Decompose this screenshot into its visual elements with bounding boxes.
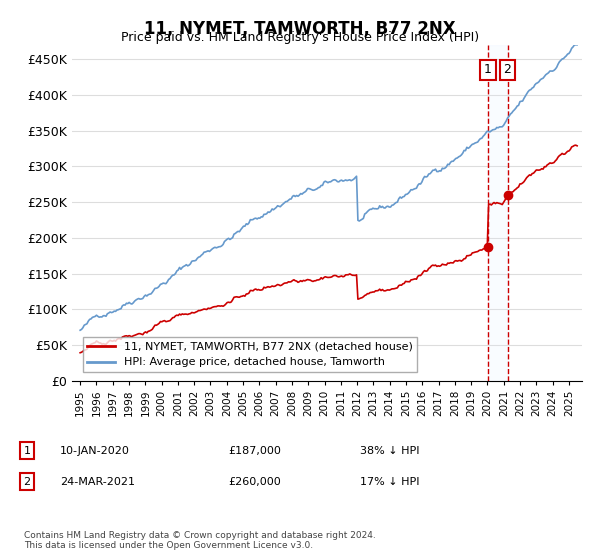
Text: 24-MAR-2021: 24-MAR-2021 (60, 477, 135, 487)
Text: 2: 2 (503, 63, 511, 76)
Text: £187,000: £187,000 (228, 446, 281, 456)
Text: 11, NYMET, TAMWORTH, B77 2NX: 11, NYMET, TAMWORTH, B77 2NX (144, 20, 456, 38)
Text: £260,000: £260,000 (228, 477, 281, 487)
Text: 1: 1 (23, 446, 31, 456)
Text: 2: 2 (23, 477, 31, 487)
Text: Price paid vs. HM Land Registry's House Price Index (HPI): Price paid vs. HM Land Registry's House … (121, 31, 479, 44)
Legend: 11, NYMET, TAMWORTH, B77 2NX (detached house), HPI: Average price, detached hous: 11, NYMET, TAMWORTH, B77 2NX (detached h… (83, 338, 417, 372)
Text: Contains HM Land Registry data © Crown copyright and database right 2024.
This d: Contains HM Land Registry data © Crown c… (24, 530, 376, 550)
Text: 38% ↓ HPI: 38% ↓ HPI (360, 446, 419, 456)
Bar (488, 45, 508, 381)
Text: 10-JAN-2020: 10-JAN-2020 (60, 446, 130, 456)
Text: 1: 1 (484, 63, 492, 76)
Text: 17% ↓ HPI: 17% ↓ HPI (360, 477, 419, 487)
